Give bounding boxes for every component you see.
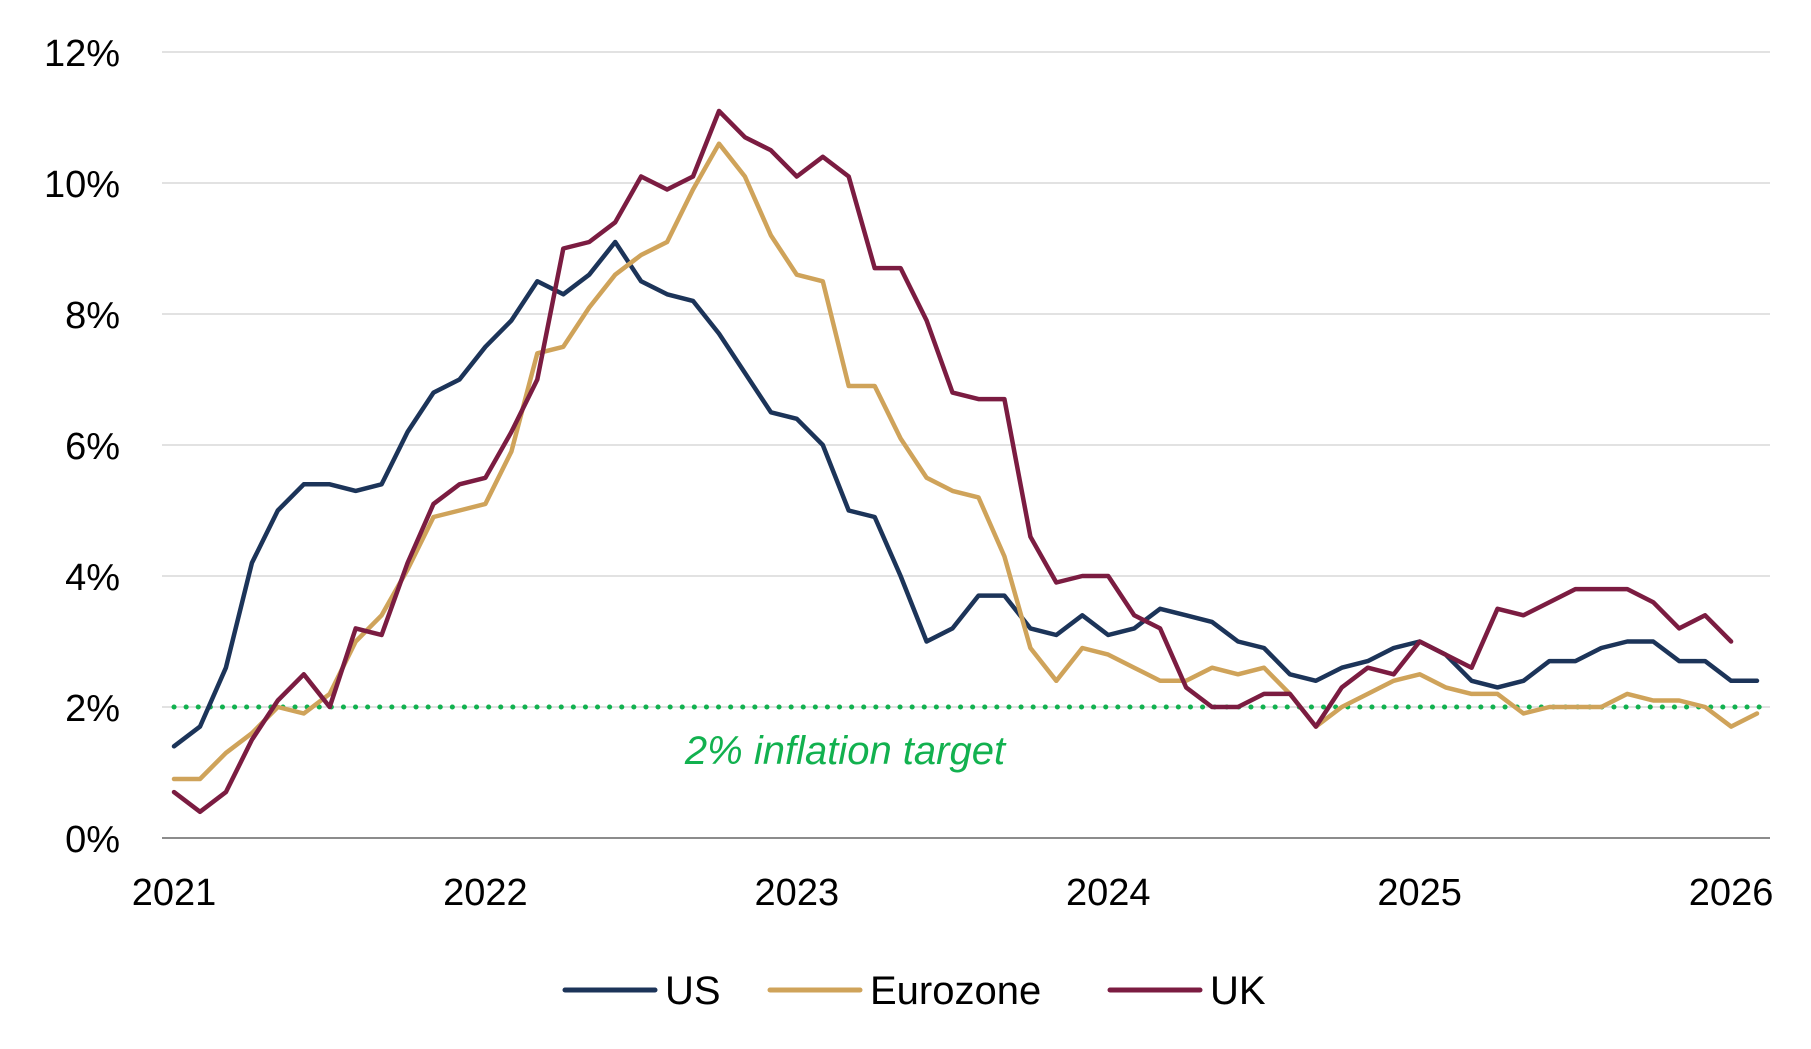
y-tick-label: 6%	[65, 426, 120, 468]
legend: US Eurozone UK	[562, 969, 1266, 1013]
y-tick-label: 10%	[44, 164, 120, 206]
x-tick-label: 2022	[443, 872, 528, 914]
series-line-us	[171, 239, 1760, 749]
target-line-group: 2% inflation target	[171, 704, 1773, 773]
gridlines	[162, 51, 1770, 708]
y-tick-label: 4%	[65, 557, 120, 599]
x-tick-label: 2024	[1066, 872, 1151, 914]
x-tick-label: 2023	[755, 872, 840, 914]
y-tick-label: 8%	[65, 295, 120, 337]
series-line-uk	[171, 108, 1734, 815]
y-tick-label: 12%	[44, 33, 120, 75]
x-tick-label: 2026	[1689, 872, 1774, 914]
y-tick-label: 0%	[65, 819, 120, 861]
legend-label-us: US	[665, 969, 721, 1013]
target-annotation: 2% inflation target	[684, 729, 1007, 773]
legend-label-eurozone: Eurozone	[870, 969, 1041, 1013]
series-lines	[171, 108, 1760, 815]
x-tick-label: 2021	[132, 872, 217, 914]
y-tick-label: 2%	[65, 688, 120, 730]
x-tick-label: 2025	[1377, 872, 1462, 914]
legend-label-uk: UK	[1210, 969, 1266, 1013]
tick-labels: 0% 2% 4% 6% 8% 10% 12% 2021 2022 2023 2024 2025 2026	[44, 33, 1773, 914]
series-line-eurozone	[171, 141, 1760, 782]
